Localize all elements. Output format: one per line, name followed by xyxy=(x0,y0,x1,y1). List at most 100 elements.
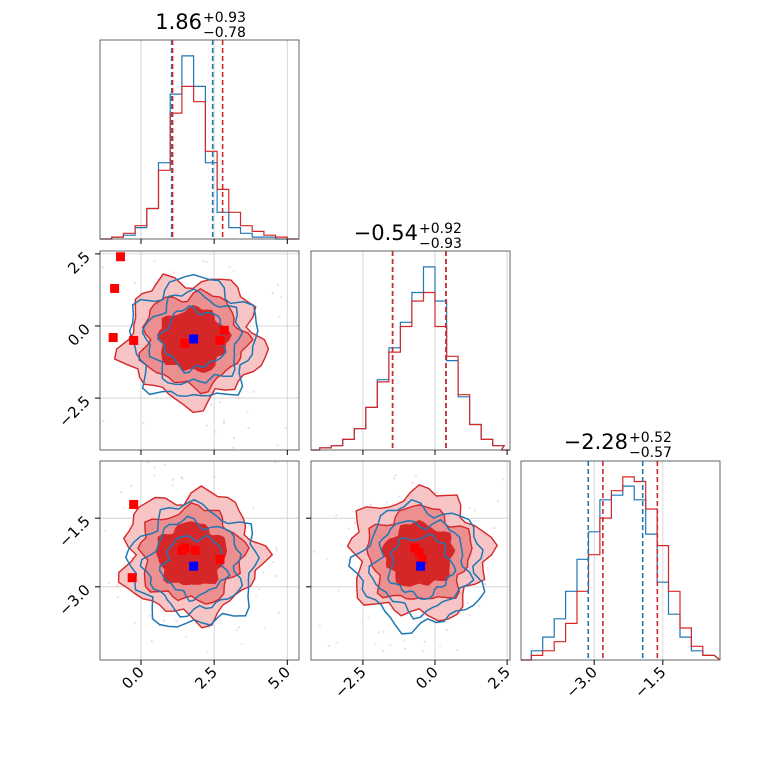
contour-line-red xyxy=(138,287,254,395)
sample-point xyxy=(210,403,213,406)
x-tick-label: −2.5 xyxy=(331,663,369,701)
y-tick-label: −1.5 xyxy=(55,512,93,550)
sample-point xyxy=(222,421,226,424)
sample-point xyxy=(423,640,426,643)
sample-point xyxy=(271,291,274,295)
marker-red xyxy=(414,547,424,557)
sample-point xyxy=(422,650,425,653)
sample-point xyxy=(274,546,278,549)
sample-point xyxy=(486,566,489,570)
sample-point xyxy=(148,614,151,617)
x-tick-label: 2.5 xyxy=(484,663,514,693)
x-tick-label: 2.5 xyxy=(191,663,221,693)
sample-point xyxy=(385,501,389,504)
sample-point xyxy=(252,507,255,510)
sample-point xyxy=(435,491,439,494)
sample-point xyxy=(254,594,258,597)
sample-point xyxy=(180,476,183,479)
sample-point xyxy=(240,642,243,645)
marker-red xyxy=(110,283,120,293)
title-upper-1: +0.93 xyxy=(203,10,246,26)
contour-line-blue xyxy=(368,518,475,620)
sample-point xyxy=(157,445,159,447)
sample-point xyxy=(393,477,396,480)
panel-frame-1-1 xyxy=(310,250,511,451)
marker-blue xyxy=(189,561,199,571)
sample-point xyxy=(347,527,351,530)
sample-point xyxy=(471,443,473,445)
x-tick-label: 0.0 xyxy=(412,663,442,693)
title-median-2: −0.54 xyxy=(354,221,418,245)
sample-point xyxy=(146,461,149,464)
contour-line-blue xyxy=(124,498,261,628)
contour-line-blue xyxy=(156,304,227,374)
panel-frame-1-0 xyxy=(99,250,300,451)
y-tick-label: 2.5 xyxy=(64,248,94,278)
sample-point xyxy=(369,503,372,506)
marker-red xyxy=(115,252,125,262)
sample-point xyxy=(213,475,216,478)
sample-point xyxy=(280,296,283,299)
sample-point xyxy=(120,491,123,494)
sample-point xyxy=(214,430,217,433)
sample-point xyxy=(284,427,287,430)
histogram-blue-1 xyxy=(100,55,299,240)
marker-red xyxy=(177,545,187,555)
sample-point xyxy=(276,283,279,286)
sample-point xyxy=(335,641,338,644)
sample-point xyxy=(228,265,231,268)
contour-panel-2-1 xyxy=(313,443,573,653)
sample-point xyxy=(262,571,265,574)
x-tick-label: −1.5 xyxy=(631,663,669,701)
sample-point xyxy=(246,410,249,413)
sample-point xyxy=(303,267,305,269)
sample-point xyxy=(280,453,282,455)
sample-point xyxy=(171,484,174,487)
sample-point xyxy=(327,644,330,647)
marker-red xyxy=(219,325,229,335)
sample-point xyxy=(153,260,156,263)
sample-point xyxy=(130,556,133,559)
y-tick-label: −3.0 xyxy=(55,581,93,619)
contour-line-red xyxy=(117,485,274,629)
sample-point xyxy=(107,581,110,585)
title-param-2: −0.54 +0.92 −0.93 xyxy=(354,221,462,252)
marker-red xyxy=(190,545,200,555)
contour-line-red xyxy=(381,520,456,587)
sample-point xyxy=(493,527,496,530)
title-lower-2: −0.93 xyxy=(419,236,462,252)
sample-point xyxy=(63,397,65,399)
sample-point xyxy=(274,440,276,442)
x-tick-label: −3.0 xyxy=(563,663,601,701)
sample-point xyxy=(571,557,573,559)
panel-frame-2-2 xyxy=(520,460,721,661)
marker-red xyxy=(129,499,139,509)
sample-point xyxy=(207,626,210,629)
sample-point xyxy=(420,611,423,614)
sample-point xyxy=(325,557,328,560)
sample-point xyxy=(456,648,459,652)
marker-red xyxy=(108,333,118,343)
sample-point xyxy=(271,560,275,564)
sample-point xyxy=(403,639,406,642)
marker-red xyxy=(417,554,427,564)
sample-point xyxy=(172,478,175,481)
sample-point xyxy=(277,611,281,614)
sample-point xyxy=(354,521,357,525)
sample-point xyxy=(484,583,487,586)
sample-point xyxy=(130,484,133,487)
sample-point xyxy=(252,390,255,393)
sample-point xyxy=(466,602,469,605)
sample-point xyxy=(232,446,235,449)
sample-point xyxy=(468,506,471,509)
panel-frame-2-1 xyxy=(310,460,511,661)
sample-point xyxy=(107,667,109,669)
marker-red xyxy=(129,335,139,345)
sample-point xyxy=(153,474,156,477)
title-upper-3: +0.52 xyxy=(629,430,672,446)
sample-point xyxy=(103,529,106,532)
sample-point xyxy=(102,419,105,423)
sample-point xyxy=(164,671,166,673)
sample-point xyxy=(101,266,104,269)
sample-point xyxy=(367,616,370,619)
